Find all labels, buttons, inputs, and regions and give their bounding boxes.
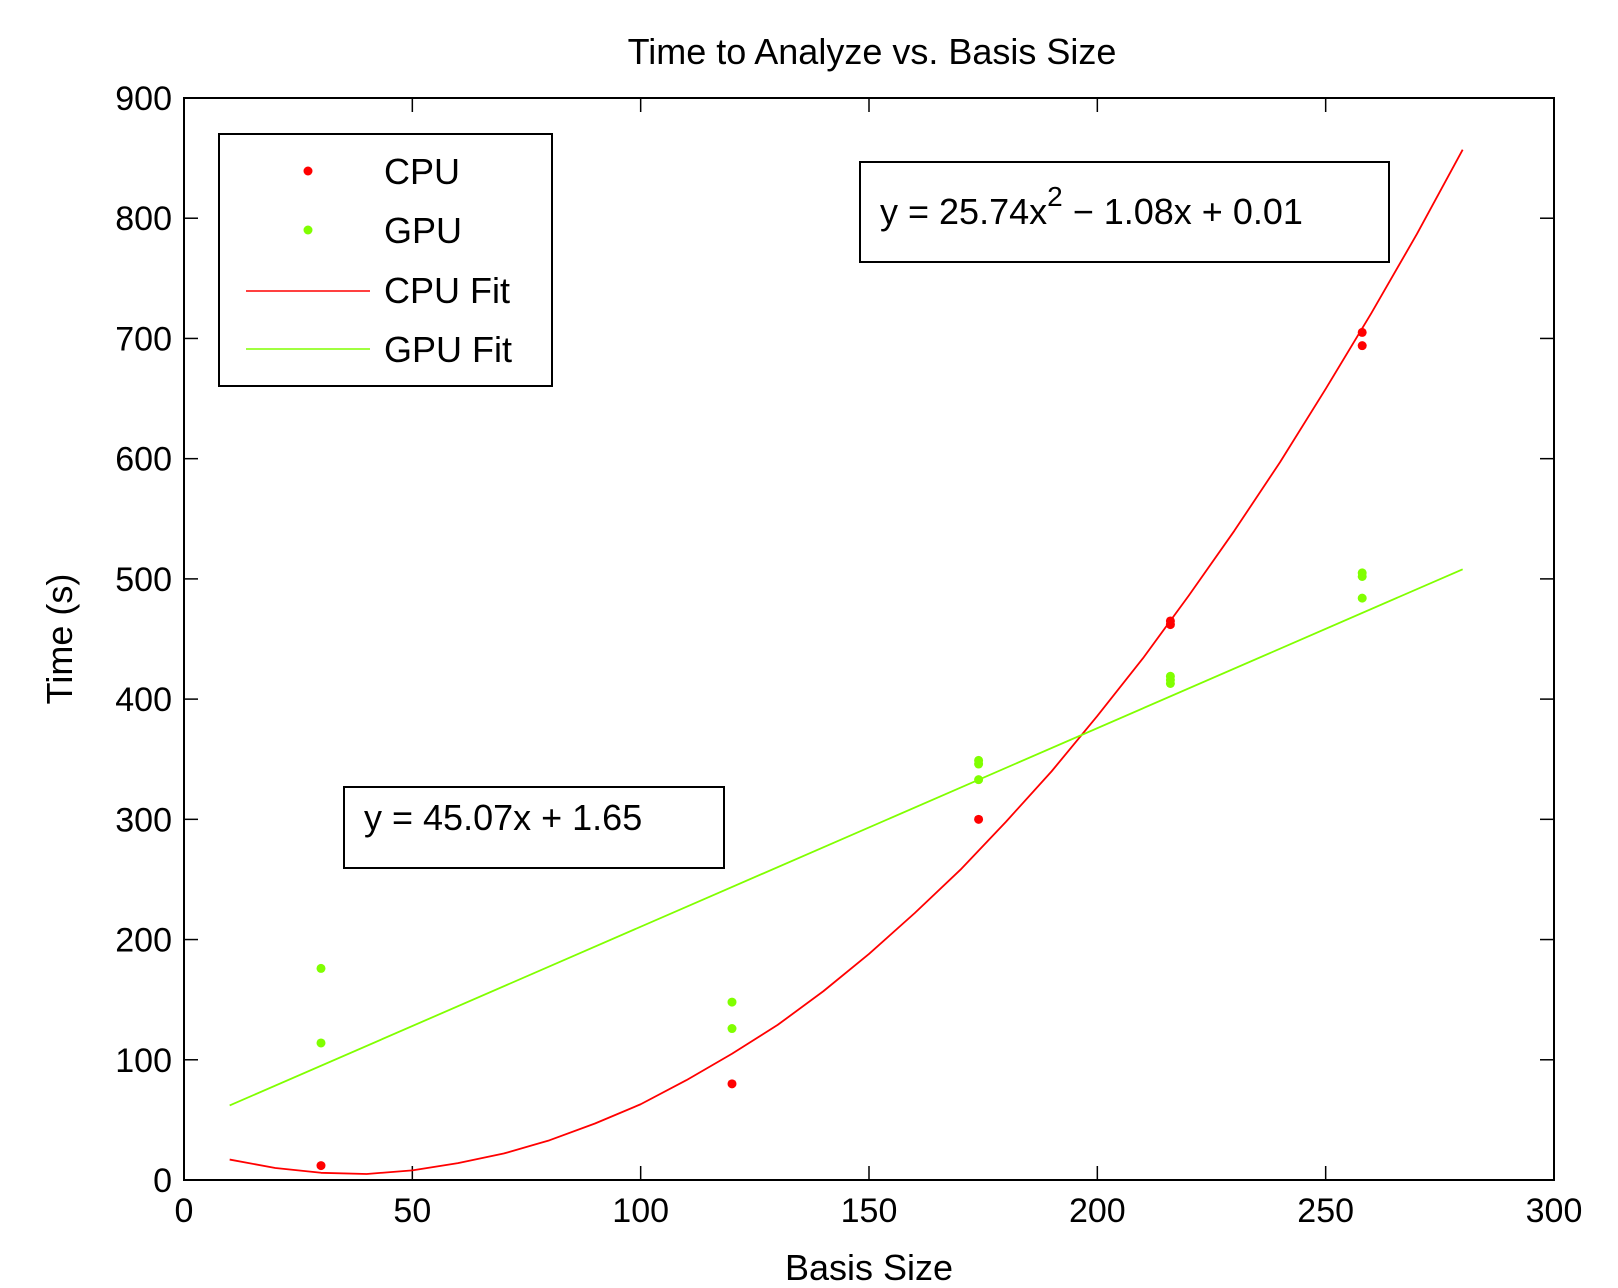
y-tick-label: 700 bbox=[115, 320, 172, 358]
axis-ticks: 0 50 100 150 200 250 300 0 100 200 300 400 500 600 700… bbox=[115, 80, 1582, 1230]
gpu-point bbox=[1165, 671, 1175, 681]
gpu-point bbox=[727, 997, 737, 1007]
cpu-point bbox=[974, 814, 984, 824]
cpu-fit-equation-box bbox=[859, 161, 1390, 263]
legend-gpu-fit-label: GPU Fit bbox=[384, 329, 512, 370]
cpu-point bbox=[1165, 616, 1175, 626]
cpu-eq-exponent: 2 bbox=[1047, 181, 1063, 212]
cpu-fit-line bbox=[229, 149, 1464, 1175]
cpu-fit-equation-text: y = 25.74x2 − 1.08x + 0.01 bbox=[880, 181, 1303, 232]
legend-box bbox=[218, 133, 553, 387]
gpu-fit-equation-text: y = 45.07x + 1.65 bbox=[364, 797, 642, 838]
gpu-fit-equation: y = 45.07x + 1.65 bbox=[343, 786, 725, 869]
gpu-point bbox=[316, 1038, 326, 1048]
cpu-point bbox=[727, 1079, 737, 1089]
gpu-point bbox=[974, 755, 984, 765]
y-tick-label: 300 bbox=[115, 801, 172, 839]
legend-gpu-marker bbox=[303, 225, 313, 235]
y-axis-label: Time (s) bbox=[39, 574, 80, 705]
cpu-eq-main: y = 25.74x bbox=[880, 191, 1047, 232]
cpu-eq-rest: − 1.08x + 0.01 bbox=[1063, 191, 1303, 232]
x-axis-label: Basis Size bbox=[785, 1247, 953, 1288]
cpu-point bbox=[1357, 327, 1367, 337]
y-tick-label: 600 bbox=[115, 441, 172, 479]
y-tick-label: 800 bbox=[115, 200, 172, 238]
gpu-fit-equation-box bbox=[343, 786, 725, 869]
y-tick-label: 0 bbox=[153, 1162, 172, 1200]
gpu-fit-line bbox=[229, 568, 1464, 1107]
scatter-points bbox=[316, 327, 1367, 1171]
legend-cpu-fit-label: CPU Fit bbox=[384, 270, 510, 311]
gpu-point bbox=[1357, 568, 1367, 578]
y-tick-label: 400 bbox=[115, 681, 172, 719]
x-tick-label: 300 bbox=[1526, 1192, 1583, 1230]
x-tick-label: 50 bbox=[393, 1192, 431, 1230]
gpu-point bbox=[727, 1024, 737, 1034]
x-tick-label: 100 bbox=[612, 1192, 669, 1230]
y-tick-label: 900 bbox=[115, 80, 172, 118]
gpu-point bbox=[974, 775, 984, 785]
legend-cpu-label: CPU bbox=[384, 151, 460, 192]
gpu-point bbox=[316, 963, 326, 973]
legend-gpu-label: GPU bbox=[384, 210, 462, 251]
fit-lines bbox=[229, 149, 1464, 1175]
y-tick-label: 500 bbox=[115, 561, 172, 599]
y-tick-label: 100 bbox=[115, 1042, 172, 1080]
x-tick-label: 150 bbox=[841, 1192, 898, 1230]
x-tick-label: 200 bbox=[1069, 1192, 1126, 1230]
y-tick-label: 200 bbox=[115, 922, 172, 960]
cpu-fit-equation: y = 25.74x2 − 1.08x + 0.01 bbox=[859, 161, 1390, 263]
chart-title: Time to Analyze vs. Basis Size bbox=[628, 31, 1117, 72]
gpu-point bbox=[1357, 593, 1367, 603]
legend: CPU GPU CPU Fit GPU Fit bbox=[218, 133, 553, 387]
x-tick-label: 0 bbox=[175, 1192, 194, 1230]
cpu-point bbox=[1357, 341, 1367, 351]
x-tick-label: 250 bbox=[1297, 1192, 1354, 1230]
cpu-point bbox=[316, 1161, 326, 1171]
legend-cpu-marker bbox=[303, 166, 313, 176]
